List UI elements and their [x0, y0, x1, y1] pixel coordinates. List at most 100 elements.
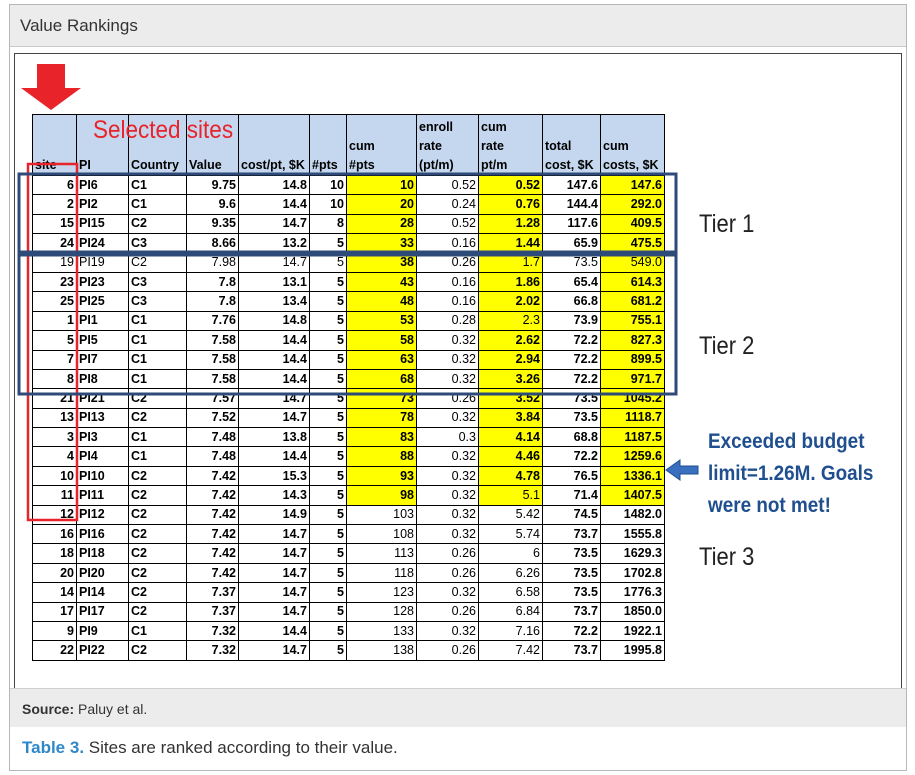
header-line — [241, 137, 307, 156]
source-bar: Source: Paluy et al. — [10, 688, 906, 727]
table-cell: 5 — [309, 562, 347, 584]
table-row: 6 PI6 C1 9.75 14.8 10 10 0.52 0.52 147.6 147.6 — [32, 174, 665, 196]
table-cell: 1118.7 — [600, 407, 665, 429]
table-row: 9 PI9 C1 7.32 14.4 5 133 0.32 7.16 72.2 1922.1 — [32, 620, 665, 642]
table-cell: C2 — [128, 601, 187, 622]
table-cell: 10 — [32, 465, 77, 487]
table-cell: 123 — [346, 582, 417, 603]
table-cell: 1922.1 — [600, 620, 665, 642]
table-cell: 73.5 — [542, 543, 601, 564]
table-cell: 14.9 — [238, 504, 310, 526]
table-cell: 53 — [346, 310, 417, 332]
table-cell: 0.52 — [416, 213, 479, 235]
table-cell: 14.7 — [238, 543, 310, 564]
table-cell: C3 — [128, 291, 187, 312]
table-cell: PI17 — [76, 601, 129, 622]
caption-label: Table 3. — [22, 738, 85, 757]
table-cell: PI12 — [76, 504, 129, 526]
table-cell: 15 — [32, 213, 77, 235]
table-cell: 4.46 — [478, 446, 543, 467]
table-cell: 1407.5 — [600, 485, 665, 506]
table-cell: 0.3 — [416, 427, 479, 448]
table-cell: 0.26 — [416, 562, 479, 584]
table-cell: 5 — [309, 582, 347, 603]
table-cell: 0.32 — [416, 524, 479, 545]
header-line: cost/pt, $K — [241, 158, 305, 172]
table-cell: 5 — [309, 407, 347, 429]
table-row: 13 PI13 C2 7.52 14.7 5 78 0.32 3.84 73.5 1118.7 — [32, 407, 665, 429]
table-cell: 3.84 — [478, 407, 543, 429]
header-line — [241, 118, 307, 137]
table-cell: 7.42 — [186, 543, 239, 564]
table-cell: 755.1 — [600, 310, 665, 332]
table-cell: 14.4 — [238, 349, 310, 370]
table-cell: 5 — [309, 543, 347, 564]
table-cell: 8 — [309, 213, 347, 235]
table-cell: 3.52 — [478, 388, 543, 409]
table-cell: 15.3 — [238, 465, 310, 487]
table-cell: 3.26 — [478, 368, 543, 390]
table-cell: 1187.5 — [600, 427, 665, 448]
table-cell: 103 — [346, 504, 417, 526]
table-cell: 0.32 — [416, 446, 479, 467]
table-cell: 72.2 — [542, 620, 601, 642]
table-row: 2 PI2 C1 9.6 14.4 10 20 0.24 0.76 144.4 292.0 — [32, 194, 665, 215]
table-cell: 76.5 — [542, 465, 601, 487]
table-cell: 1482.0 — [600, 504, 665, 526]
table-cell: 1.44 — [478, 233, 543, 254]
table-cell: 7.32 — [186, 640, 239, 661]
table-cell: C1 — [128, 620, 187, 642]
table-cell: 48 — [346, 291, 417, 312]
header-line: rate — [481, 139, 504, 153]
table-cell: 43 — [346, 271, 417, 293]
table-cell: 292.0 — [600, 194, 665, 215]
table-cell: 7.8 — [186, 271, 239, 293]
table-cell: 5 — [309, 427, 347, 448]
table-cell: C1 — [128, 349, 187, 370]
table-cell: 5 — [309, 620, 347, 642]
column-header: Value — [186, 114, 239, 176]
table-cell: 17 — [32, 601, 77, 622]
table-cell: 14 — [32, 582, 77, 603]
table-cell: 14.7 — [238, 640, 310, 661]
table-cell: 0.32 — [416, 465, 479, 487]
table-cell: 1.7 — [478, 252, 543, 273]
table-row: 25 PI25 C3 7.8 13.4 5 48 0.16 2.02 66.8 681.2 — [32, 291, 665, 312]
table-cell: 58 — [346, 330, 417, 351]
table-cell: 6.26 — [478, 562, 543, 584]
table-row: 11 PI11 C2 7.42 14.3 5 98 0.32 5.1 71.4 1407.5 — [32, 485, 665, 506]
table-row: 10 PI10 C2 7.42 15.3 5 93 0.32 4.78 76.5 1336.1 — [32, 465, 665, 487]
table-cell: 2 — [32, 194, 77, 215]
table-cell: 6.58 — [478, 582, 543, 603]
table-cell: C3 — [128, 233, 187, 254]
table-cell: 5 — [309, 524, 347, 545]
table-cell: 73.7 — [542, 601, 601, 622]
table-cell: 6 — [478, 543, 543, 564]
table-cell: 0.24 — [416, 194, 479, 215]
table-cell: 73.9 — [542, 310, 601, 332]
table-cell: PI23 — [76, 271, 129, 293]
table-cell: 0.26 — [416, 640, 479, 661]
table-cell: 113 — [346, 543, 417, 564]
table-cell: 147.6 — [542, 174, 601, 196]
header-line: enroll — [419, 120, 454, 134]
table-cell: 25 — [32, 291, 77, 312]
header-line — [35, 137, 74, 156]
table-cell: 7.42 — [186, 504, 239, 526]
column-header: total cost, $K — [542, 114, 601, 176]
table-cell: C2 — [128, 582, 187, 603]
table-row: 14 PI14 C2 7.37 14.7 5 123 0.32 6.58 73.5 1776.3 — [32, 582, 665, 603]
table-cell: 14.8 — [238, 310, 310, 332]
table-cell: PI24 — [76, 233, 129, 254]
table-cell: 5 — [309, 640, 347, 661]
table-cell: 1336.1 — [600, 465, 665, 487]
table-row: 20 PI20 C2 7.42 14.7 5 118 0.26 6.26 73.5 1702.8 — [32, 562, 665, 584]
table-cell: 7.37 — [186, 582, 239, 603]
table-cell: 681.2 — [600, 291, 665, 312]
table-cell: 0.52 — [416, 174, 479, 196]
table-cell: 0.32 — [416, 620, 479, 642]
table-cell: 5 — [309, 504, 347, 526]
table-cell: C2 — [128, 504, 187, 526]
table-cell: PI25 — [76, 291, 129, 312]
table-cell: 7.42 — [186, 465, 239, 487]
